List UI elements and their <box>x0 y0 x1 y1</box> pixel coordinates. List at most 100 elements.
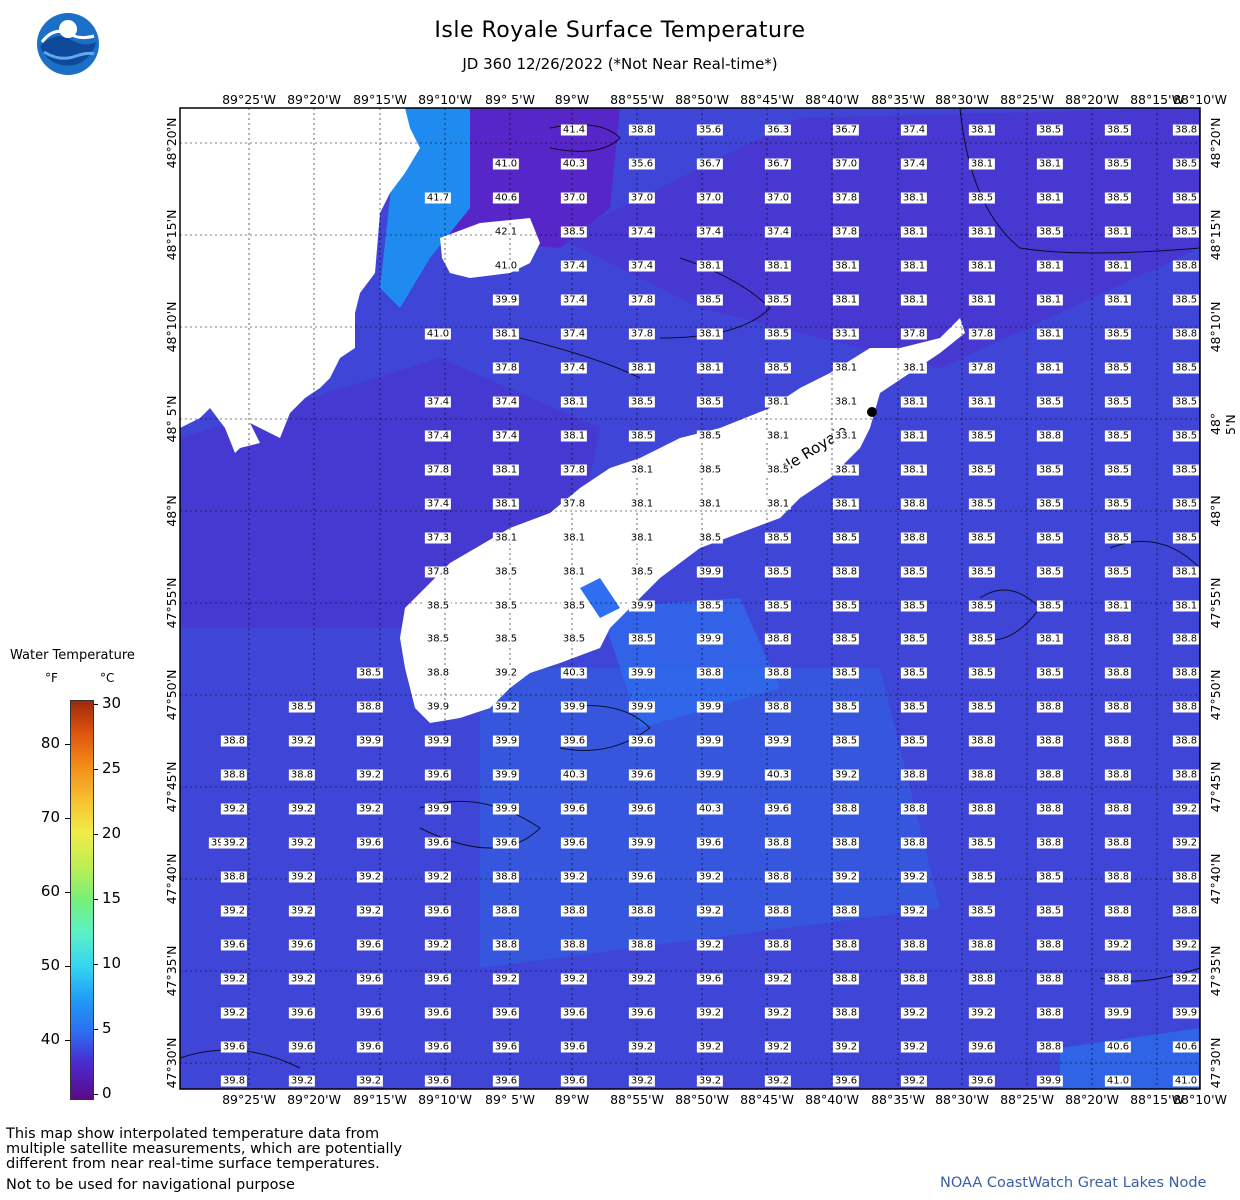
temperature-value: 39.2 <box>220 803 248 815</box>
temperature-value: 38.8 <box>1104 905 1132 917</box>
lat-label: 48°20'N <box>164 117 179 169</box>
temperature-value: 38.5 <box>1036 905 1064 917</box>
temperature-value: 38.5 <box>1104 532 1132 544</box>
map-frame <box>179 107 1201 1090</box>
disclaimer-line: This map show interpolated temperature d… <box>6 1126 380 1142</box>
temperature-value: 38.8 <box>764 905 792 917</box>
temperature-value: 38.1 <box>1104 600 1132 611</box>
temperature-value: 39.6 <box>356 1041 384 1053</box>
temperature-value: 38.8 <box>1172 633 1200 645</box>
station-marker <box>867 407 877 417</box>
temperature-value: 38.5 <box>1104 362 1132 374</box>
temperature-value: 38.8 <box>1104 871 1132 883</box>
temperature-value: 37.4 <box>696 226 724 238</box>
temperature-value: 39.6 <box>560 735 588 747</box>
temperature-value: 38.5 <box>1104 498 1132 510</box>
lon-label: 88°45'W <box>740 1092 794 1107</box>
lon-label: 89°W <box>554 1092 590 1107</box>
legend-tickmark <box>93 834 98 835</box>
temperature-value: 38.8 <box>1104 735 1132 747</box>
temperature-value: 37.3 <box>424 532 452 544</box>
temperature-value: 39.2 <box>356 769 384 781</box>
temperature-value: 39.2 <box>696 1075 724 1087</box>
temperature-value: 39.9 <box>628 667 656 679</box>
legend-tick-celsius: 15 <box>102 889 122 907</box>
legend-tick-celsius: 5 <box>102 1019 112 1037</box>
temperature-value: 39.2 <box>832 769 860 781</box>
temperature-value: 38.8 <box>628 939 656 951</box>
temperature-value: 38.5 <box>696 430 724 442</box>
temperature-value: 39.2 <box>696 905 724 917</box>
temperature-value: 36.7 <box>696 158 724 170</box>
temperature-value: 39.6 <box>356 1007 384 1019</box>
lon-label: 88°25'W <box>1000 92 1054 107</box>
temperature-value: 42.1 <box>492 226 520 238</box>
temperature-value: 38.1 <box>1104 294 1132 306</box>
lat-label: 48°N <box>164 495 179 527</box>
temperature-value: 38.8 <box>832 905 860 917</box>
temperature-value: 39.2 <box>628 973 656 985</box>
temperature-value: 33.1 <box>832 430 860 442</box>
temperature-value: 39.6 <box>560 837 588 849</box>
temperature-value: 38.8 <box>696 667 724 679</box>
temperature-value: 39.2 <box>288 837 316 849</box>
lon-label: 88°35'W <box>871 1092 925 1107</box>
warm-water-southeast <box>1060 1028 1200 1089</box>
legend-tickmark <box>93 1094 98 1095</box>
temperature-value: 38.8 <box>900 837 928 849</box>
temperature-value: 39.6 <box>424 769 452 781</box>
temperature-value: 39.9 <box>1104 1007 1132 1019</box>
temperature-value: 38.8 <box>560 905 588 917</box>
temperature-value: 38.1 <box>560 396 588 408</box>
temperature-value: 39.6 <box>628 735 656 747</box>
temperature-value: 38.1 <box>492 532 520 544</box>
temperature-value: 38.8 <box>1104 701 1132 713</box>
temperature-value: 38.5 <box>1036 124 1064 136</box>
temperature-value: 38.8 <box>560 939 588 951</box>
lat-label: 48°15'N <box>164 209 179 261</box>
lon-label: 88°20'W <box>1065 1092 1119 1107</box>
temperature-value: 38.8 <box>764 837 792 849</box>
legend-title: Water Temperature <box>10 648 135 663</box>
lon-label: 88°50'W <box>675 92 729 107</box>
lat-label: 47°35'N <box>1208 945 1223 997</box>
temperature-value: 38.5 <box>628 633 656 645</box>
temperature-value: 38.1 <box>628 362 656 374</box>
temperature-value: 38.5 <box>1104 566 1132 578</box>
lon-label: 88°55'W <box>610 92 664 107</box>
temperature-value: 38.8 <box>492 939 520 951</box>
temperature-value: 39.9 <box>696 633 724 645</box>
disclaimer-line: multiple satellite measurements, which a… <box>6 1141 403 1157</box>
legend-tick-celsius: 30 <box>102 694 122 712</box>
temperature-value: 39.2 <box>968 1007 996 1019</box>
temperature-value: 37.4 <box>560 328 588 340</box>
temperature-value: 38.8 <box>832 973 860 985</box>
temperature-value: 38.8 <box>832 837 860 849</box>
temperature-value: 38.1 <box>492 464 520 476</box>
temperature-value: 38.1 <box>968 226 996 238</box>
temperature-value: 39.2 <box>628 1075 656 1087</box>
temperature-value: 41.7 <box>424 192 452 204</box>
temperature-value: 39.2 <box>220 1007 248 1019</box>
temperature-value: 38.5 <box>1036 396 1064 408</box>
temperature-value: 38.8 <box>1172 701 1200 713</box>
temperature-value: 37.4 <box>492 396 520 408</box>
temperature-value: 38.8 <box>1104 837 1132 849</box>
temperature-value: 38.8 <box>288 769 316 781</box>
temperature-value: 38.1 <box>560 566 588 578</box>
temperature-value: 39.6 <box>492 1041 520 1053</box>
temperature-value: 38.5 <box>764 464 792 476</box>
lat-label: 47°30'N <box>1208 1037 1223 1089</box>
temperature-value: 38.8 <box>628 124 656 136</box>
temperature-value: 38.8 <box>764 871 792 883</box>
temperature-value: 38.5 <box>832 600 860 611</box>
temperature-value: 39.6 <box>356 837 384 849</box>
temperature-value: 38.8 <box>1036 1041 1064 1053</box>
legend-tickmark <box>65 966 70 967</box>
temperature-value: 39.6 <box>288 939 316 951</box>
temperature-value: 39.2 <box>764 1075 792 1087</box>
lon-label: 89°20'W <box>287 1092 341 1107</box>
temperature-value: 38.8 <box>1036 701 1064 713</box>
temperature-value: 39.2 <box>560 973 588 985</box>
temperature-value: 39.2 <box>900 871 928 883</box>
